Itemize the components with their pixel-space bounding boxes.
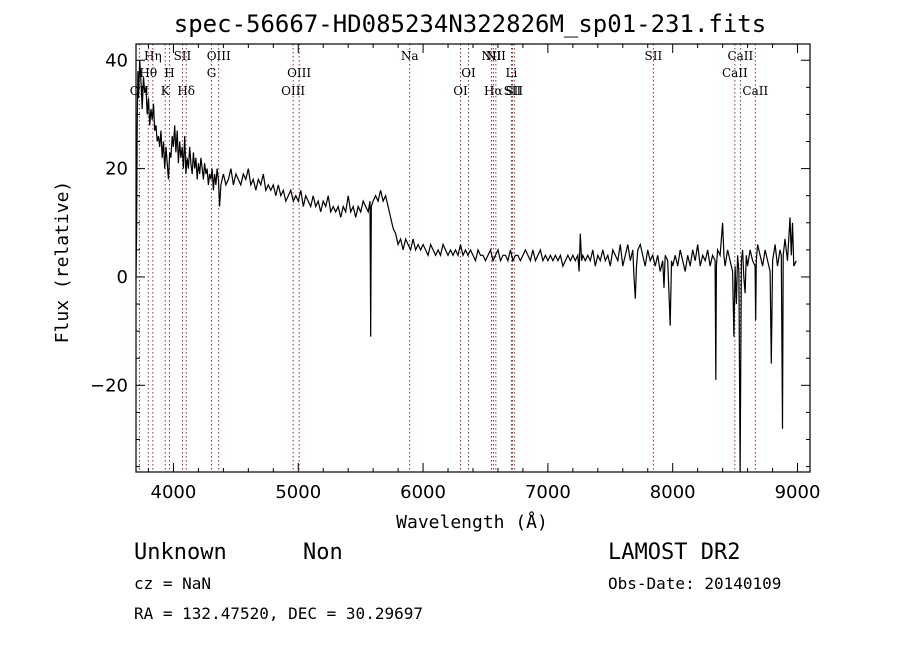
spectral-line-label: OI [453, 84, 468, 98]
spectral-line-label: OIII [287, 66, 311, 80]
spectral-line-label: SII [505, 84, 523, 98]
spectral-line-label: OIII [207, 49, 231, 63]
spectral-line-label: OI [461, 66, 476, 80]
object-class: Unknown [134, 540, 227, 565]
x-tick-label: 5000 [275, 482, 321, 503]
spectral-line-label: CaII [742, 84, 768, 98]
x-tick-label: 4000 [151, 482, 197, 503]
spectral-line-labels: OIIHθHηKHSIIHδGOIIIOIIIOIIINaOIOINIIHαNI… [130, 49, 769, 98]
spectral-line-label: Na [401, 49, 419, 63]
spectral-line-label: Hα [484, 84, 503, 98]
spectral-line-label: H [164, 66, 174, 80]
spectral-line-label: SII [645, 49, 663, 63]
object-subclass: Non [303, 540, 343, 565]
x-axis-label: Wavelength (Å) [396, 511, 548, 533]
spectral-line-label: SII [174, 49, 192, 63]
spectral-line-label: NII [486, 49, 506, 63]
spectral-line-label: Hδ [177, 84, 195, 98]
x-axis-ticks: 4000 5000 6000 7000 8000 9000 [147, 44, 821, 503]
spectral-line-label: SII [504, 84, 522, 98]
spectral-line-label: CaII [722, 66, 748, 80]
spectral-line-markers [138, 44, 756, 472]
spectral-line-label: CaII [727, 49, 753, 63]
observation-date: Obs-Date: 20140109 [608, 574, 781, 593]
spectral-line-label: G [207, 66, 217, 80]
spectral-line-label: OIII [281, 84, 305, 98]
chart-title: spec-56667-HD085234N322826M_sp01-231.fit… [174, 10, 766, 38]
x-tick-label: 8000 [650, 482, 696, 503]
spectral-line-label: Li [506, 66, 518, 80]
spectrum-series-line [135, 60, 797, 473]
y-tick-label: 40 [105, 50, 128, 71]
y-axis-label: Flux (relative) [52, 181, 73, 344]
survey-name: LAMOST DR2 [608, 540, 740, 565]
spectral-line-label: Hη [144, 49, 162, 63]
x-tick-label: 6000 [400, 482, 446, 503]
y-tick-label: 0 [117, 267, 128, 288]
y-axis-ticks: −20 0 20 40 [90, 50, 810, 468]
spectral-line-label: K [161, 84, 171, 98]
redshift-cz: cz = NaN [134, 574, 211, 593]
spectral-line-label: NII [481, 49, 501, 63]
ra-dec: RA = 132.47520, DEC = 30.29697 [134, 604, 423, 623]
x-tick-label: 7000 [525, 482, 571, 503]
y-tick-label: 20 [105, 159, 128, 180]
y-tick-label: −20 [90, 375, 128, 396]
spectral-line-label: Hθ [139, 66, 157, 80]
x-tick-label: 9000 [775, 482, 821, 503]
